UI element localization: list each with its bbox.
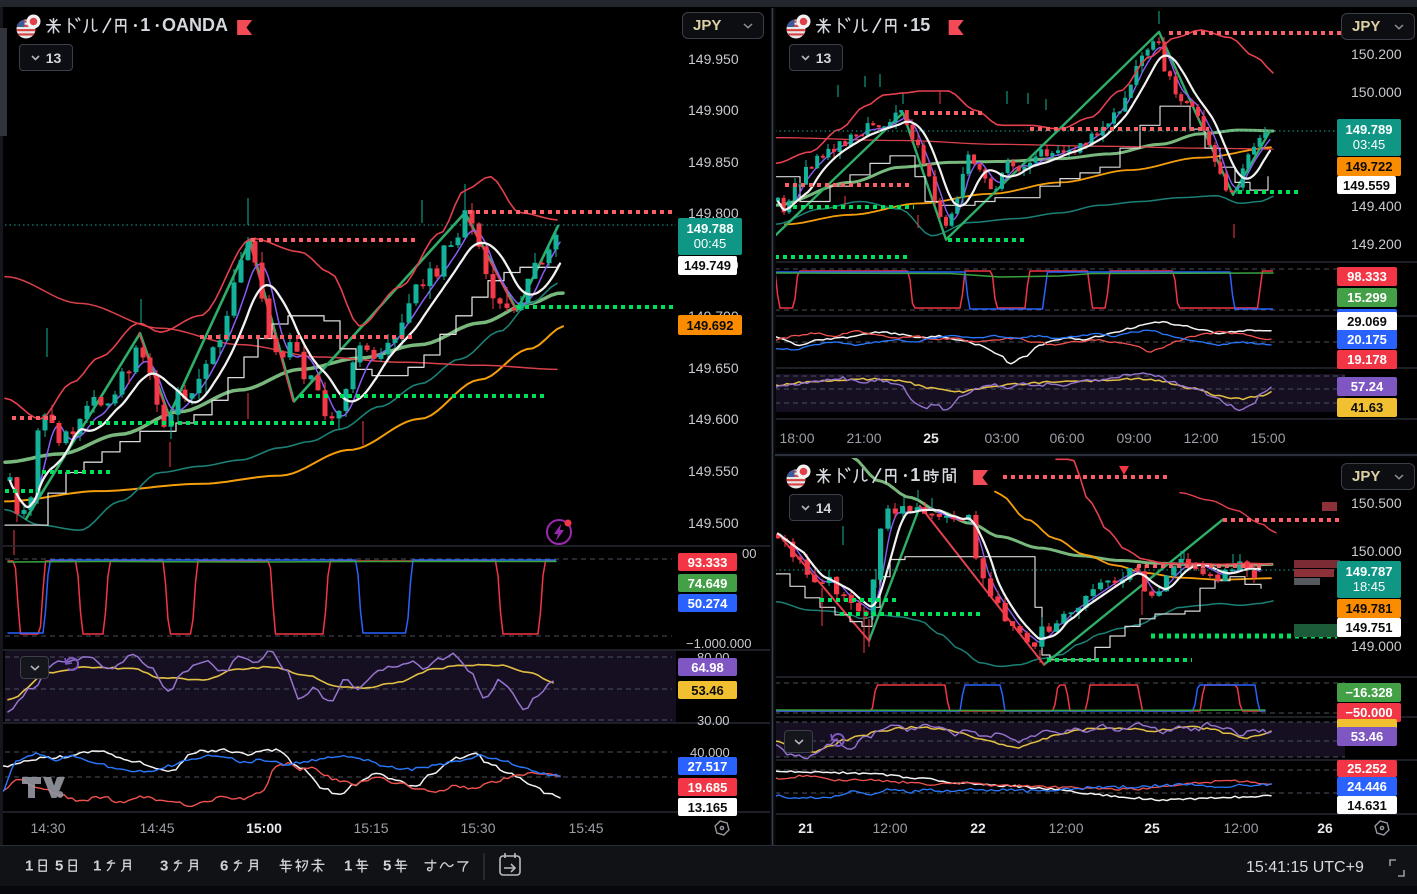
- svg-text:3: 3: [160, 857, 168, 874]
- svg-text:15: 15: [910, 15, 930, 35]
- svg-text:1: 1: [25, 857, 33, 874]
- svg-text:6: 6: [220, 857, 228, 874]
- svg-text:5: 5: [55, 857, 63, 874]
- svg-text:1: 1: [344, 857, 352, 874]
- svg-text:1: 1: [140, 15, 150, 35]
- svg-text:5: 5: [383, 857, 391, 874]
- svg-text:1: 1: [910, 465, 920, 485]
- svg-text:1: 1: [93, 857, 101, 874]
- svg-text:OANDA: OANDA: [162, 15, 228, 35]
